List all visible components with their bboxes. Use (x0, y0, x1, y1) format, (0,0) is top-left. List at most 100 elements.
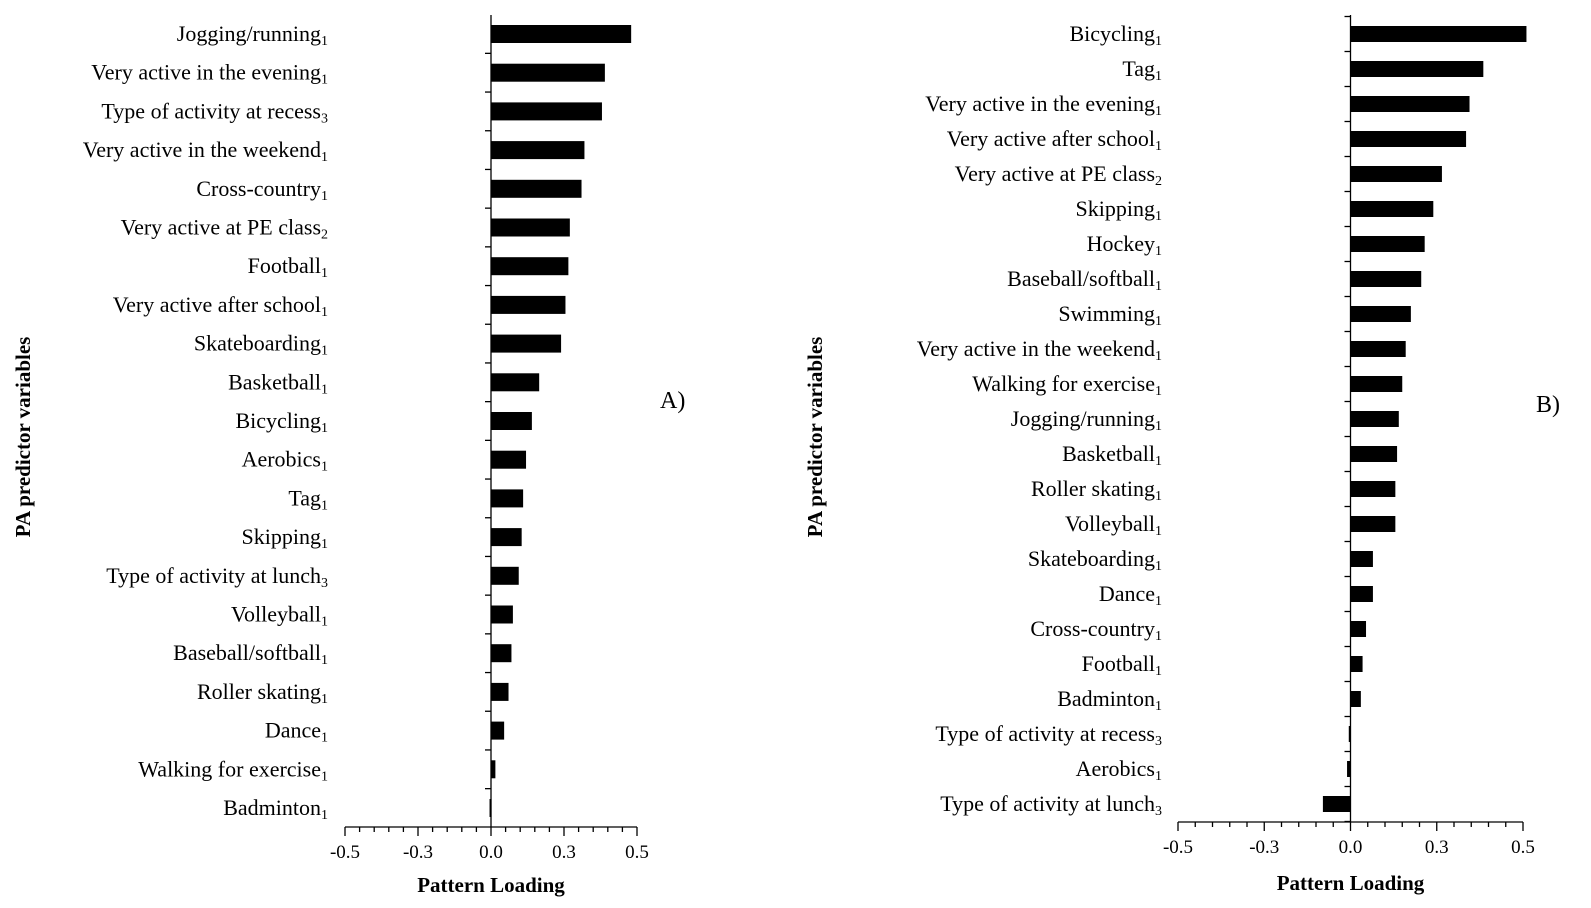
category-name: Aerobics (1076, 756, 1155, 781)
category-label: Skateboarding1 (1028, 546, 1162, 574)
category-name: Cross-country (1030, 616, 1155, 641)
category-subscript: 1 (321, 382, 328, 397)
category-name: Very active in the evening (91, 60, 321, 85)
category-name: Roller skating (197, 679, 321, 704)
x-tick-label: 0.5 (625, 842, 649, 863)
category-subscript: 1 (1155, 104, 1162, 119)
category-name: Skateboarding (1028, 546, 1155, 571)
category-name: Basketball (1062, 441, 1155, 466)
category-name: Dance (265, 718, 321, 743)
category-subscript: 1 (321, 498, 328, 513)
category-label: Cross-country1 (1030, 616, 1162, 644)
category-name: Swimming (1058, 301, 1155, 326)
x-tick-label: -0.5 (330, 842, 360, 863)
category-name: Type of activity at lunch (940, 791, 1155, 816)
category-subscript: 1 (321, 653, 328, 668)
x-tick-label: -0.3 (1249, 837, 1279, 858)
category-label: Baseball/softball1 (1007, 266, 1162, 294)
category-subscript: 1 (1155, 769, 1162, 784)
category-name: Aerobics (242, 447, 321, 472)
category-name: Very active at PE class (955, 161, 1155, 186)
category-label: Type of activity at recess3 (101, 98, 328, 126)
category-subscript: 1 (1155, 594, 1162, 609)
category-name: Type of activity at lunch (106, 563, 321, 588)
y-axis-title: PA predictor variables (803, 337, 827, 538)
category-name: Bicycling (1069, 21, 1155, 46)
category-subscript: 1 (321, 537, 328, 552)
category-label: Cross-country1 (196, 176, 328, 204)
category-name: Very active after school (113, 292, 321, 317)
category-subscript: 1 (321, 150, 328, 165)
bar-roller-skating (1350, 481, 1396, 497)
category-label: Skipping1 (242, 524, 328, 552)
category-subscript: 1 (1155, 419, 1162, 434)
category-subscript: 1 (1155, 279, 1162, 294)
category-name: Tag (1122, 56, 1155, 81)
bar-very-active-in-the-evening (491, 63, 605, 82)
category-name: Skipping (242, 524, 321, 549)
category-label: Roller skating1 (1031, 476, 1162, 504)
category-subscript: 1 (1155, 629, 1162, 644)
category-label: Basketball1 (1062, 441, 1162, 469)
bar-skipping (1350, 201, 1434, 217)
category-subscript: 1 (321, 421, 328, 436)
category-subscript: 1 (1155, 454, 1162, 469)
bar-very-active-in-the-weekend (1350, 341, 1406, 357)
category-name: Bicycling (235, 408, 321, 433)
category-subscript: 1 (321, 615, 328, 630)
category-label: Very active at PE class2 (955, 161, 1162, 189)
category-name: Walking for exercise (972, 371, 1155, 396)
bar-volleyball (1350, 516, 1396, 532)
category-subscript: 1 (1155, 524, 1162, 539)
bar-cross-country (491, 179, 582, 198)
category-label: Dance1 (1099, 581, 1162, 609)
category-label: Hockey1 (1087, 231, 1162, 259)
category-name: Badminton (1057, 686, 1155, 711)
category-subscript: 1 (321, 731, 328, 746)
category-label: Jogging/running1 (177, 21, 328, 49)
category-label: Basketball1 (228, 369, 328, 397)
category-subscript: 2 (1155, 174, 1162, 189)
category-name: Badminton (223, 795, 321, 820)
category-label: Jogging/running1 (1011, 406, 1162, 434)
bar-tag (491, 489, 524, 508)
category-label: Very active in the evening1 (91, 60, 328, 88)
category-label: Type of activity at lunch3 (106, 563, 328, 591)
category-label: Badminton1 (223, 795, 328, 823)
category-label: Very active after school1 (947, 126, 1162, 154)
category-label: Skipping1 (1076, 196, 1162, 224)
category-label: Very active in the evening1 (925, 91, 1162, 119)
category-name: Tag (288, 485, 321, 510)
bar-very-active-after-school (1350, 131, 1467, 147)
category-subscript: 1 (1155, 699, 1162, 714)
bar-cross-country (1350, 621, 1367, 637)
bar-basketball (491, 373, 540, 392)
category-label: Very active after school1 (113, 292, 328, 320)
bar-baseball-softball (491, 644, 512, 663)
category-name: Very active at PE class (121, 215, 321, 240)
bar-volleyball (491, 605, 513, 624)
category-subscript: 1 (1155, 349, 1162, 364)
category-label: Very active in the weekend1 (917, 336, 1162, 364)
bar-badminton (1350, 691, 1361, 707)
bar-skateboarding (1350, 551, 1373, 567)
x-tick-label: -0.5 (1163, 837, 1193, 858)
category-subscript: 1 (1155, 244, 1162, 259)
category-label: Bicycling1 (235, 408, 328, 436)
category-name: Baseball/softball (173, 640, 321, 665)
x-tick-label: 0.3 (552, 842, 576, 863)
bar-very-active-after-school (491, 295, 566, 314)
category-name: Jogging/running (1011, 406, 1155, 431)
category-subscript: 1 (321, 305, 328, 320)
category-name: Very active in the weekend (83, 137, 321, 162)
category-label: Skateboarding1 (194, 331, 328, 359)
category-label: Walking for exercise1 (138, 756, 328, 784)
category-name: Very active in the weekend (917, 336, 1155, 361)
category-name: Very active after school (947, 126, 1155, 151)
category-name: Dance (1099, 581, 1155, 606)
category-subscript: 1 (1155, 139, 1162, 154)
bar-walking-for-exercise (491, 760, 496, 779)
